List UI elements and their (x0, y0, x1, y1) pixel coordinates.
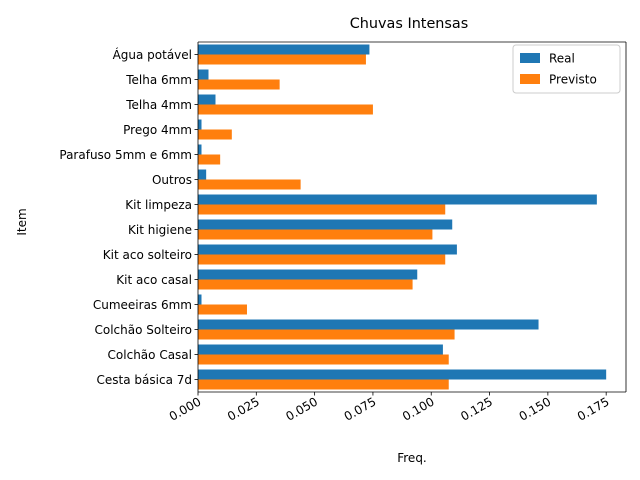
y-tick-label: Telha 4mm (125, 98, 192, 112)
y-tick-label: Água potável (113, 47, 192, 62)
bar-real (198, 344, 443, 355)
bar-real (198, 369, 607, 380)
bar-real (198, 244, 457, 255)
bar-previsto (198, 104, 373, 115)
legend-label-previsto: Previsto (549, 73, 597, 87)
bar-real (198, 169, 207, 180)
x-tick-label: 0.075 (342, 394, 379, 423)
y-tick-label: Kit higiene (128, 223, 192, 237)
bar-previsto (198, 279, 413, 290)
x-tick-label: 0.100 (400, 394, 437, 423)
legend-label-real: Real (549, 52, 575, 66)
bar-previsto (198, 304, 247, 315)
bar-previsto (198, 329, 455, 340)
bar-previsto (198, 254, 446, 265)
y-tick-label: Parafuso 5mm e 6mm (59, 148, 192, 162)
x-tick-label: 0.125 (458, 394, 495, 423)
x-tick-label: 0.000 (167, 394, 204, 423)
y-tick-label: Colchão Solteiro (95, 323, 193, 337)
y-axis-label: Item (15, 208, 29, 235)
bar-real (198, 44, 370, 55)
x-tick-label: 0.025 (225, 394, 262, 423)
bar-real (198, 144, 202, 155)
bar-real (198, 294, 202, 305)
bar-previsto (198, 379, 449, 390)
bar-real (198, 219, 453, 230)
y-tick-label: Prego 4mm (123, 123, 192, 137)
legend-swatch-previsto (520, 74, 540, 84)
bar-previsto (198, 54, 366, 65)
chart-title: Chuvas Intensas (350, 16, 469, 32)
bar-previsto (198, 229, 433, 240)
x-tick-label: 0.150 (517, 394, 554, 423)
y-tick-label: Kit aco solteiro (103, 248, 192, 262)
bar-previsto (198, 154, 221, 165)
y-tick-label: Outros (152, 173, 192, 187)
x-tick-label: 0.050 (283, 394, 320, 423)
bar-real (198, 269, 418, 280)
legend-swatch-real (520, 53, 540, 63)
bar-previsto (198, 204, 446, 215)
y-tick-label: Kit aco casal (116, 273, 192, 287)
y-tick-label: Cesta básica 7d (97, 373, 192, 387)
y-tick-label: Telha 6mm (125, 73, 192, 87)
bar-real (198, 119, 202, 130)
x-tick-label: 0.175 (575, 394, 612, 423)
bar-previsto (198, 179, 301, 190)
bar-previsto (198, 354, 449, 365)
bar-real (198, 319, 539, 330)
y-tick-label: Colchão Casal (108, 348, 192, 362)
x-axis-label: Freq. (397, 451, 427, 465)
y-tick-label: Kit limpeza (125, 198, 192, 212)
bar-real (198, 69, 209, 80)
bar-previsto (198, 79, 280, 90)
plot-area: Cesta básica 7d Colchão Casal Colchão Solt… (59, 41, 627, 424)
legend: Real Previsto (512, 44, 621, 94)
bar-real (198, 194, 597, 205)
y-tick-label: Cumeeiras 6mm (93, 298, 192, 312)
bar-real (198, 94, 216, 105)
bar-previsto (198, 129, 232, 140)
